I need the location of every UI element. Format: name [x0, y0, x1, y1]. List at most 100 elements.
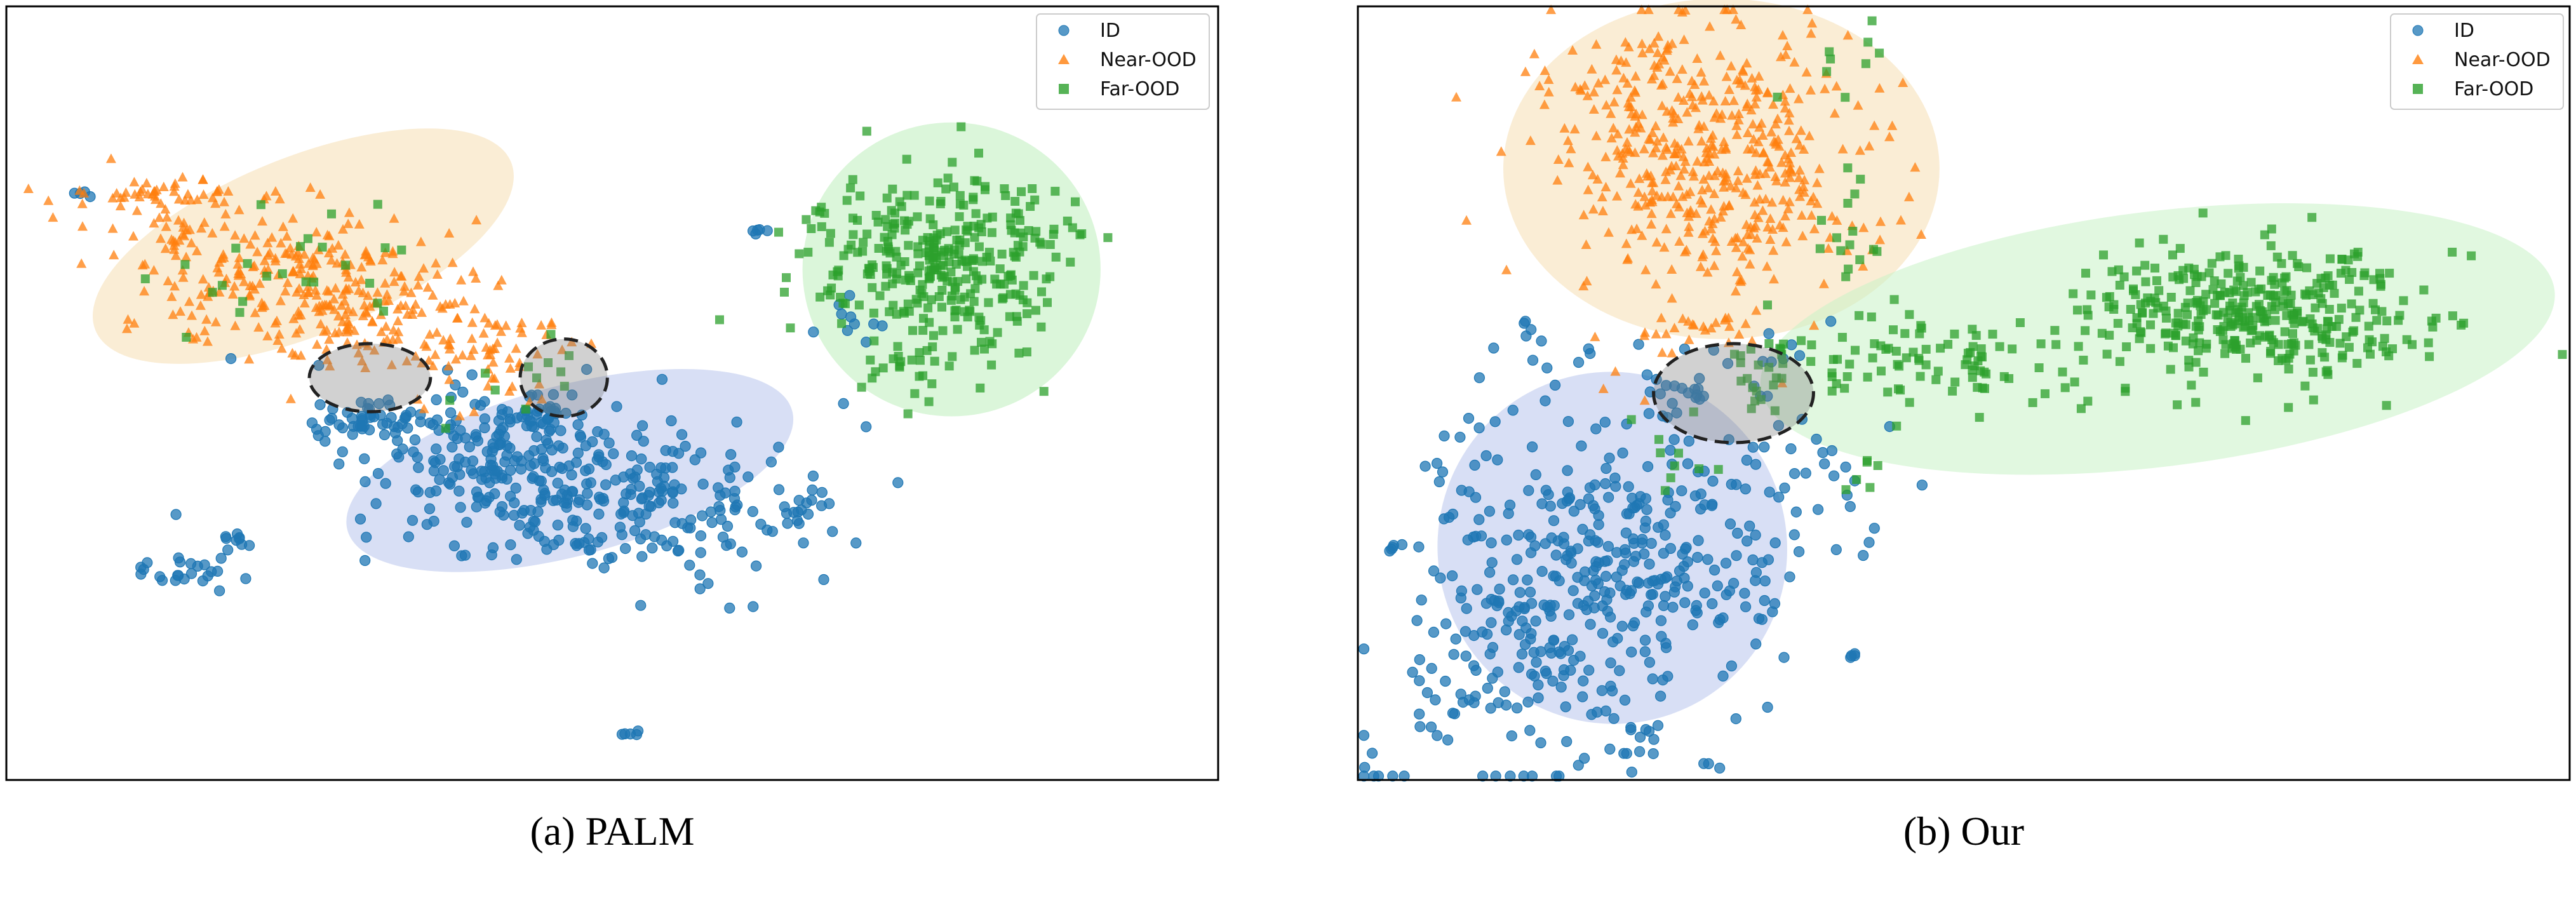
- point-far-ood: [859, 238, 868, 247]
- point-id: [460, 432, 471, 444]
- point-id: [706, 517, 718, 528]
- point-far-ood: [1995, 342, 2004, 351]
- point-far-ood: [1028, 184, 1037, 193]
- point-id: [644, 461, 655, 473]
- point-far-ood: [2099, 250, 2108, 260]
- point-near-ood: [488, 357, 499, 367]
- point-far-ood: [2074, 342, 2083, 351]
- point-near-ood: [435, 301, 446, 311]
- point-far-ood: [1845, 359, 1855, 369]
- point-near-ood: [1707, 218, 1718, 229]
- point-near-ood: [419, 339, 430, 349]
- point-id: [724, 472, 735, 483]
- point-id: [382, 394, 394, 406]
- point-near-ood: [483, 380, 493, 391]
- point-id: [1473, 514, 1485, 525]
- point-id: [1773, 420, 1784, 431]
- point-near-ood: [1651, 279, 1661, 289]
- point-near-ood: [1630, 71, 1641, 81]
- point-near-ood: [1734, 329, 1745, 339]
- point-far-ood: [1764, 363, 1774, 372]
- point-far-ood: [1825, 47, 1834, 57]
- point-near-ood: [121, 323, 132, 333]
- point-id: [1472, 584, 1483, 595]
- point-near-ood: [262, 238, 273, 248]
- point-id: [748, 601, 759, 612]
- point-near-ood: [1661, 328, 1672, 339]
- point-id: [333, 458, 345, 470]
- point-near-ood: [1719, 314, 1730, 325]
- point-far-ood: [904, 217, 913, 226]
- point-near-ood: [1748, 119, 1758, 129]
- point-far-ood: [2189, 333, 2198, 342]
- point-far-ood: [925, 196, 934, 206]
- point-near-ood: [1731, 74, 1742, 84]
- point-far-ood: [871, 367, 880, 377]
- point-far-ood: [2284, 403, 2293, 412]
- point-far-ood: [1769, 380, 1778, 390]
- point-near-ood: [1751, 305, 1762, 315]
- point-far-ood: [1921, 344, 1931, 354]
- point-near-ood: [1580, 80, 1590, 90]
- point-far-ood: [1845, 240, 1855, 250]
- point-far-ood: [2178, 319, 2188, 329]
- point-id: [1740, 601, 1752, 612]
- point-near-ood: [220, 208, 231, 218]
- point-far-ood: [977, 257, 987, 266]
- point-far-ood: [2281, 356, 2291, 365]
- point-near-ood: [376, 326, 387, 337]
- point-near-ood: [255, 278, 265, 288]
- point-near-ood: [1597, 206, 1608, 215]
- point-far-ood: [786, 323, 795, 333]
- point-id: [1541, 362, 1553, 373]
- point-near-ood: [399, 286, 410, 296]
- point-near-ood: [1613, 128, 1623, 138]
- point-id: [596, 532, 608, 543]
- point-near-ood: [1653, 31, 1664, 41]
- point-near-ood: [1705, 21, 1715, 31]
- point-near-ood: [1858, 222, 1869, 232]
- point-far-ood: [1933, 366, 1943, 376]
- point-id: [793, 495, 805, 506]
- point-far-ood: [2288, 329, 2297, 339]
- point-id: [1540, 395, 1551, 406]
- point-near-ood: [1667, 347, 1677, 358]
- point-id: [1579, 575, 1590, 586]
- point-far-ood: [2280, 273, 2290, 283]
- point-near-ood: [1616, 55, 1627, 65]
- point-far-ood: [2196, 310, 2206, 319]
- point-far-ood: [2154, 286, 2164, 295]
- point-near-ood: [1643, 4, 1654, 15]
- point-far-ood: [1856, 175, 1865, 184]
- point-id: [225, 353, 237, 365]
- point-near-ood: [166, 291, 177, 301]
- point-far-ood: [826, 229, 835, 238]
- point-near-ood: [160, 243, 171, 253]
- point-far-ood: [1071, 197, 1080, 206]
- point-far-ood: [946, 267, 956, 277]
- point-id: [1753, 613, 1765, 624]
- point-far-ood: [929, 220, 938, 229]
- point-far-ood: [2351, 312, 2361, 322]
- point-id: [214, 585, 225, 596]
- point-near-ood: [1738, 66, 1748, 76]
- legend-box: [2390, 13, 2564, 110]
- point-id: [1527, 441, 1538, 453]
- point-near-ood: [1733, 109, 1744, 118]
- point-far-ood: [243, 259, 252, 268]
- point-id: [660, 462, 671, 474]
- point-near-ood: [1687, 319, 1698, 329]
- point-far-ood: [977, 227, 986, 236]
- point-near-ood: [1656, 191, 1667, 201]
- point-id: [379, 429, 391, 441]
- point-near-ood: [1842, 30, 1853, 40]
- point-far-ood: [1980, 384, 1989, 393]
- point-far-ood: [2150, 264, 2159, 273]
- point-near-ood: [169, 181, 180, 191]
- point-near-ood: [447, 257, 458, 267]
- point-id: [1640, 723, 1651, 736]
- point-id: [1499, 686, 1510, 697]
- point-far-ood: [963, 226, 972, 236]
- point-far-ood: [524, 362, 533, 372]
